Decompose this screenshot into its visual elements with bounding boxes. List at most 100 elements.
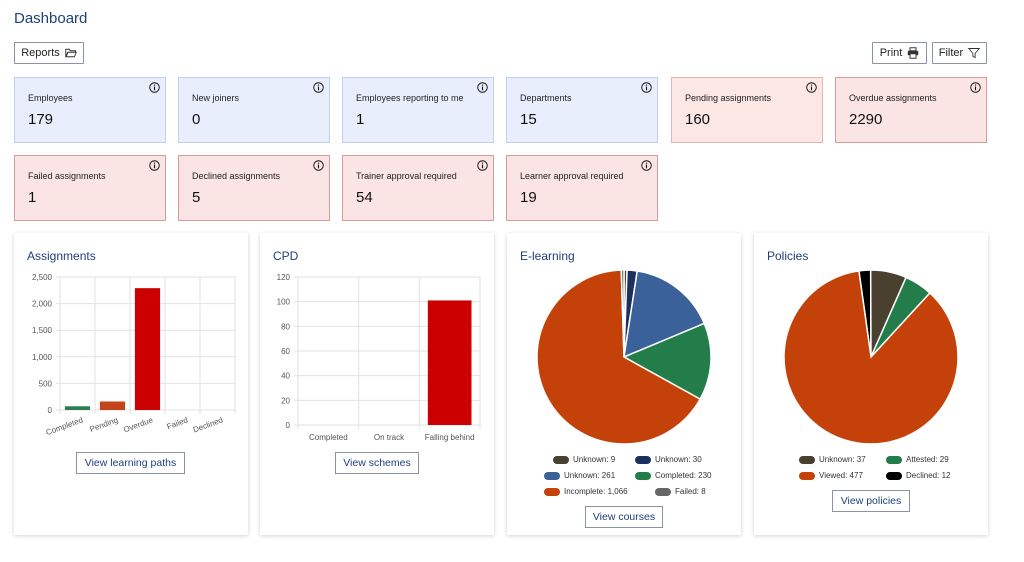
tile-label: Declined assignments xyxy=(192,171,281,181)
x-tick-label: Falling behind xyxy=(425,433,475,442)
legend-label: Attested: 29 xyxy=(906,455,949,464)
tile-value: 1 xyxy=(28,189,37,206)
y-tick-label: 20 xyxy=(281,396,290,405)
legend-label: Declined: 12 xyxy=(906,471,951,480)
y-tick-label: 2,500 xyxy=(32,273,53,282)
legend-item: Unknown: 37 xyxy=(799,455,866,464)
tile-value: 179 xyxy=(28,111,54,128)
view-learning-paths-label: View learning paths xyxy=(84,457,177,469)
info-icon[interactable] xyxy=(313,160,324,171)
pie-slice xyxy=(622,322,712,401)
x-tick-label: On track xyxy=(374,433,405,442)
y-tick-label: 60 xyxy=(281,347,290,356)
y-tick-label: 0 xyxy=(286,421,291,430)
legend-label: Completed: 230 xyxy=(655,471,712,480)
info-icon[interactable] xyxy=(970,82,981,93)
info-icon[interactable] xyxy=(149,160,160,171)
y-tick-label: 80 xyxy=(281,322,290,331)
tile-new-joiners[interactable]: New joiners 0 xyxy=(178,77,330,143)
legend-item: Failed: 8 xyxy=(655,487,706,496)
tile-learner-approval-required[interactable]: Learner approval required 19 xyxy=(506,155,658,221)
pie-slice xyxy=(623,270,706,359)
legend-swatch xyxy=(635,455,651,464)
policies-legend: Unknown: 37 Attested: 29 Viewed: 477 Dec… xyxy=(754,453,988,483)
legend-item: Unknown: 9 xyxy=(553,455,615,464)
legend-swatch xyxy=(544,471,560,480)
view-courses-label: View courses xyxy=(592,511,656,523)
tile-value: 0 xyxy=(192,111,201,128)
legend-label: Unknown: 30 xyxy=(655,455,702,464)
tile-label: Trainer approval required xyxy=(356,171,457,181)
printer-icon xyxy=(908,47,919,59)
legend-label: Unknown: 9 xyxy=(573,455,616,464)
tile-trainer-approval-required[interactable]: Trainer approval required 54 xyxy=(342,155,494,221)
legend-label: Viewed: 477 xyxy=(819,471,863,480)
x-tick-label: Completed xyxy=(309,433,348,442)
legend-label: Unknown: 261 xyxy=(564,471,616,480)
info-icon[interactable] xyxy=(313,82,324,93)
tile-pending-assignments[interactable]: Pending assignments 160 xyxy=(671,77,823,143)
legend-swatch xyxy=(544,487,560,496)
y-tick-label: 40 xyxy=(281,372,290,381)
info-icon[interactable] xyxy=(641,160,652,171)
x-tick-label: Overdue xyxy=(122,415,154,434)
tile-failed-assignments[interactable]: Failed assignments 1 xyxy=(14,155,166,221)
filter-button[interactable]: Filter xyxy=(932,42,987,64)
legend-item: Declined: 12 xyxy=(886,471,950,480)
info-icon[interactable] xyxy=(477,160,488,171)
view-learning-paths-button[interactable]: View learning paths xyxy=(76,452,185,474)
y-tick-label: 500 xyxy=(39,379,53,388)
view-courses-button[interactable]: View courses xyxy=(585,506,663,528)
info-icon[interactable] xyxy=(806,82,817,93)
tile-employees-reporting-to-me[interactable]: Employees reporting to me 1 xyxy=(342,77,494,143)
print-label: Print xyxy=(879,47,903,59)
cpd-bar-chart: 0 20 40 60 80 100 120 Completed On track Falling … xyxy=(277,273,481,442)
tile-value: 2290 xyxy=(849,111,883,128)
pie-slice xyxy=(536,269,702,445)
legend-item: Attested: 29 xyxy=(886,455,949,464)
info-icon[interactable] xyxy=(477,82,488,93)
bar xyxy=(64,406,91,410)
tile-declined-assignments[interactable]: Declined assignments 5 xyxy=(178,155,330,221)
tile-value: 15 xyxy=(520,111,537,128)
cpd-card: CPD 0 20 40 60 80 100 120 Completed On track Fall… xyxy=(260,233,494,535)
info-icon[interactable] xyxy=(641,82,652,93)
legend-item: Viewed: 477 xyxy=(799,471,863,480)
legend-item: Unknown: 30 xyxy=(635,455,702,464)
tile-employees[interactable]: Employees 179 xyxy=(14,77,166,143)
tile-overdue-assignments[interactable]: Overdue assignments 2290 xyxy=(835,77,987,143)
y-tick-label: 1,500 xyxy=(32,326,53,335)
elearning-card: E-learning Unknown: 9 Unknown: 30 Unknow… xyxy=(507,233,741,535)
y-tick-label: 2,000 xyxy=(32,300,53,309)
tile-value: 54 xyxy=(356,189,373,206)
bar xyxy=(134,288,161,410)
info-icon[interactable] xyxy=(149,82,160,93)
x-tick-label: Declined xyxy=(192,415,224,434)
tile-label: Failed assignments xyxy=(28,171,106,181)
legend-label: Failed: 8 xyxy=(675,487,706,496)
legend-item: Unknown: 261 xyxy=(544,471,615,480)
legend-label: Incomplete: 1,066 xyxy=(564,487,628,496)
assignments-title: Assignments xyxy=(27,249,96,263)
legend-label: Unknown: 37 xyxy=(819,455,866,464)
tile-value: 160 xyxy=(685,111,711,128)
assignments-bar-chart: 0 500 1,000 1,500 2,000 2,500 Completed Pending… xyxy=(32,273,236,437)
policies-title: Policies xyxy=(767,249,809,263)
tile-label: Overdue assignments xyxy=(849,93,937,103)
legend-swatch xyxy=(886,455,902,464)
view-policies-button[interactable]: View policies xyxy=(832,490,910,512)
tile-value: 1 xyxy=(356,111,365,128)
filter-label: Filter xyxy=(938,47,964,59)
bar xyxy=(427,300,472,425)
reports-button[interactable]: Reports xyxy=(14,42,84,64)
elearning-title: E-learning xyxy=(520,249,575,263)
view-schemes-button[interactable]: View schemes xyxy=(335,452,419,474)
tile-departments[interactable]: Departments 15 xyxy=(506,77,658,143)
legend-swatch xyxy=(635,471,651,480)
x-tick-label: Completed xyxy=(45,415,84,437)
cpd-title: CPD xyxy=(273,249,299,263)
legend-swatch xyxy=(799,471,815,480)
tile-label: New joiners xyxy=(192,93,240,103)
legend-item: Incomplete: 1,066 xyxy=(544,487,628,496)
print-button[interactable]: Print xyxy=(872,42,927,64)
